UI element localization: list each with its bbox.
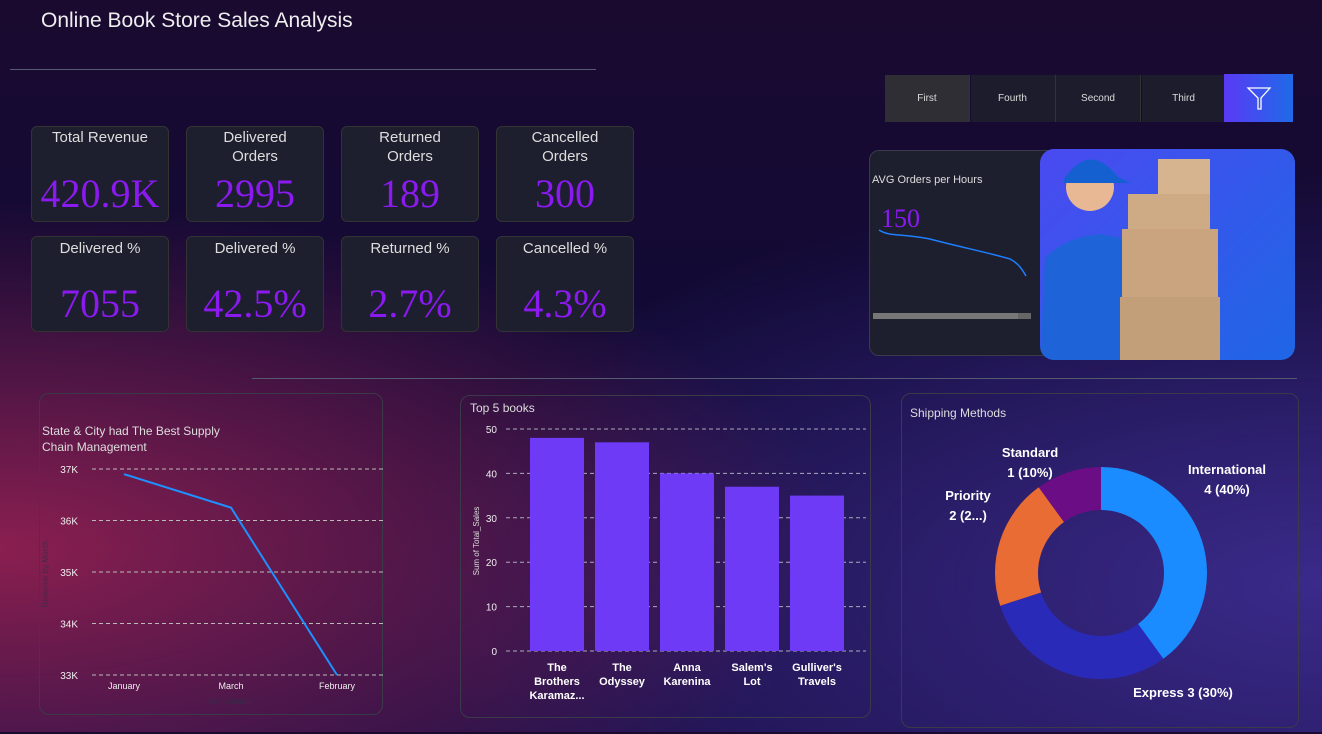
kpi-label: Returned Orders: [379, 129, 441, 165]
scrollbar-handle[interactable]: [1018, 313, 1031, 319]
x-tick-label: Anna Karenina: [663, 662, 711, 688]
x-tick-label: January: [108, 681, 141, 691]
bar[interactable]: [530, 437, 584, 651]
kpi-card: Delivered % 42.5%: [186, 236, 324, 332]
kpi-label: Returned %: [370, 240, 450, 257]
y-tick-label: 36K: [60, 517, 78, 528]
donut-slice-standard[interactable]: [1038, 467, 1101, 523]
y-axis-label: Revenue by Month: [41, 540, 50, 607]
chart-title: State & City had The Best Supply Chain Ma…: [42, 424, 220, 454]
y-tick-label: 33K: [60, 671, 78, 682]
bar[interactable]: [725, 486, 779, 651]
x-tick-label: February: [319, 681, 356, 691]
kpi-value: 4.3%: [523, 281, 607, 326]
filter-button[interactable]: [1224, 74, 1293, 122]
y-tick-label: 35K: [60, 568, 78, 579]
top-books-bar-chart: Top 5 books 0 10 20 30 40 50 Sum of Total_Sales…: [460, 395, 871, 718]
x-tick-label: The Brothers Karamaz...: [529, 662, 584, 702]
supply-chain-line-chart: State & City had The Best Supply Chain Ma…: [39, 393, 383, 715]
kpi-value: 7055: [60, 281, 140, 326]
data-label: Priority 2 (2...): [945, 488, 991, 523]
data-label: Express 3 (30%): [1133, 685, 1233, 700]
y-tick-label: 30: [486, 514, 498, 525]
donut-slice-international[interactable]: [1101, 467, 1207, 659]
x-axis-label: MonthName: [209, 697, 253, 706]
slicer-item-third[interactable]: Third: [1141, 75, 1227, 122]
avg-orders-title: AVG Orders per Hours: [872, 174, 983, 186]
x-tick-label: The Odyssey: [599, 662, 646, 688]
bar[interactable]: [790, 495, 844, 651]
divider: [252, 378, 1297, 379]
data-label: International 4 (40%): [1188, 462, 1266, 497]
y-tick-label: 10: [486, 603, 498, 614]
slicer-item-fourth[interactable]: Fourth: [970, 75, 1056, 122]
filter-icon: [1245, 87, 1271, 110]
y-tick-label: 50: [486, 425, 498, 436]
kpi-card: Delivered % 7055: [31, 236, 169, 332]
y-axis-label: Sum of Total_Sales: [472, 507, 481, 576]
kpi-value: 2995: [215, 171, 295, 216]
avg-orders-sparkline: [873, 229, 1031, 319]
bar[interactable]: [595, 442, 649, 651]
donut-slice-express[interactable]: [1000, 592, 1164, 679]
kpi-label: Delivered Orders: [223, 129, 287, 165]
kpi-label: Total Revenue: [52, 129, 148, 146]
kpi-card: Returned % 2.7%: [341, 236, 479, 332]
avg-orders-value: 150: [881, 204, 920, 233]
x-tick-label: Salem's Lot: [731, 662, 772, 688]
y-tick-label: 37K: [60, 465, 78, 476]
kpi-value: 300: [535, 171, 595, 216]
y-tick-label: 0: [491, 647, 497, 658]
kpi-label: Cancelled %: [522, 240, 608, 257]
y-tick-label: 20: [486, 558, 498, 569]
kpi-label: Delivered %: [59, 240, 141, 257]
data-label: Standard 1 (10%): [1002, 445, 1058, 480]
chart-title: Shipping Methods: [910, 406, 1006, 420]
slicer-item-second[interactable]: Second: [1056, 75, 1141, 122]
kpi-value: 2.7%: [368, 281, 452, 326]
kpi-value: 42.5%: [203, 281, 307, 326]
kpi-value: 189: [380, 171, 440, 216]
y-tick-label: 40: [486, 469, 498, 480]
shipping-methods-donut-chart: Shipping Methods International 4 (40%) Expr…: [901, 393, 1299, 728]
bar[interactable]: [660, 473, 714, 651]
kpi-card: Total Revenue 420.9K: [31, 126, 169, 222]
avg-orders-card: AVG Orders per Hours 150: [869, 150, 1069, 356]
kpi-card: Returned Orders 189: [341, 126, 479, 222]
x-tick-label: Gulliver's Travels: [792, 662, 842, 688]
y-tick-label: 34K: [60, 620, 78, 631]
x-tick-label: March: [218, 681, 243, 691]
kpi-label: Cancelled Orders: [531, 129, 599, 165]
chart-title: Top 5 books: [470, 401, 535, 415]
kpi-label: Delivered %: [214, 240, 296, 257]
slicer-item-first[interactable]: First: [885, 75, 970, 122]
kpi-value: 420.9K: [40, 171, 160, 216]
divider: [10, 69, 596, 70]
page-title: Online Book Store Sales Analysis: [41, 9, 353, 32]
delivery-person-image: [1040, 149, 1295, 360]
line-series: [123, 473, 338, 676]
donut-slice-priority[interactable]: [995, 487, 1064, 606]
kpi-card: Delivered Orders 2995: [186, 126, 324, 222]
kpi-card: Cancelled % 4.3%: [496, 236, 634, 332]
kpi-card: Cancelled Orders 300: [496, 126, 634, 222]
